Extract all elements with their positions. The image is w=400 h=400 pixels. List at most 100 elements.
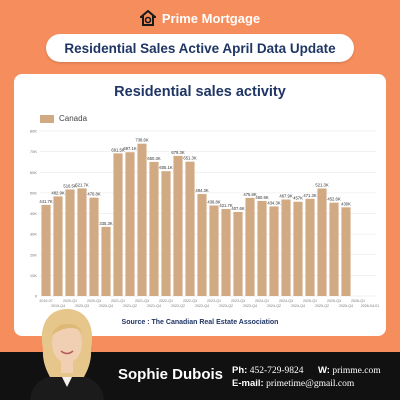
chart-card: Residential sales activity Canada 0 10K 20… xyxy=(14,74,386,336)
data-label: 467.9K xyxy=(279,193,292,198)
agent-web[interactable]: W: primme.com xyxy=(318,365,381,376)
bar xyxy=(65,189,75,296)
x-tick-label: 2022-Q1 xyxy=(159,299,173,303)
chart-legend: Canada xyxy=(40,114,87,123)
data-label: 471.3K xyxy=(303,193,316,198)
brand-header: Prime Mortgage xyxy=(0,10,400,26)
agent-photo xyxy=(26,303,108,400)
y-tick-label: 20K xyxy=(30,252,37,257)
email-value[interactable]: primetime@gmail.com xyxy=(266,379,355,389)
data-label: 475.8K xyxy=(243,192,256,197)
x-tick-label: 2024-Q1 xyxy=(255,299,269,303)
banner-title: Residential Sales Active April Data Upda… xyxy=(64,40,336,56)
y-tick-label: 50K xyxy=(30,190,37,195)
data-label: 605.1K xyxy=(159,165,172,170)
bar xyxy=(245,197,255,296)
title-banner: Residential Sales Active April Data Upda… xyxy=(46,34,354,62)
bar xyxy=(185,161,195,296)
x-tick-label: 2022-Q4 xyxy=(195,304,209,308)
x-tick-label: 2020-Q4 xyxy=(99,304,113,308)
x-tick-label: 2024-Q4 xyxy=(291,304,305,308)
x-tick-label: 2024-Q2 xyxy=(267,304,281,308)
agent-email[interactable]: E-mail: primetime@gmail.com xyxy=(232,378,354,389)
x-tick-label: 2021-Q1 xyxy=(111,299,125,303)
x-tick-label: 2023-Q4 xyxy=(243,304,257,308)
bar xyxy=(53,196,63,296)
bar xyxy=(305,198,315,296)
y-tick-label: 80K xyxy=(30,129,37,134)
data-label: 421.7K xyxy=(219,203,232,208)
y-tick-label: 40K xyxy=(30,211,37,216)
bar xyxy=(221,209,231,296)
data-label: 434.3K xyxy=(267,200,280,205)
y-tick-label: 0 xyxy=(35,294,38,299)
bar xyxy=(125,152,135,296)
bar xyxy=(41,204,51,296)
data-label: 335.3K xyxy=(99,221,112,226)
bar xyxy=(89,197,99,296)
y-tick-label: 60K xyxy=(30,170,37,175)
data-label: 738.6K xyxy=(135,138,148,143)
bar xyxy=(293,201,303,296)
bar xyxy=(209,205,219,296)
web-label: W: xyxy=(318,365,330,376)
legend-swatch xyxy=(40,114,54,123)
x-tick-label: 2025-Q4 xyxy=(339,304,353,308)
bar xyxy=(113,153,123,296)
bar xyxy=(173,155,183,296)
data-label: 457K xyxy=(293,196,303,201)
web-value[interactable]: primme.com xyxy=(332,366,381,376)
x-tick-label: 2021-Q3 xyxy=(135,299,149,303)
x-tick-label: 2023-Q3 xyxy=(231,299,245,303)
bar-chart: 0 10K 20K 30K 40K 50K 60K 70K 80K 441.7K 482.9K 516… xyxy=(30,129,379,309)
x-tick-label: 2025-Q1 xyxy=(303,299,317,303)
bar xyxy=(341,207,351,296)
x-tick-label: 2026-Q1 xyxy=(351,299,365,303)
y-tick-label: 10K xyxy=(30,273,37,278)
data-label: 438.8K xyxy=(207,199,220,204)
chart-source: Source : The Canadian Real Estate Associ… xyxy=(121,319,279,326)
x-tick-label: 2021-Q4 xyxy=(147,304,161,308)
bar xyxy=(281,199,291,296)
data-label: 679.3K xyxy=(171,150,184,155)
bar xyxy=(329,202,339,296)
phone-label: Ph: xyxy=(232,365,248,376)
agent-name: Sophie Dubois xyxy=(118,366,223,383)
x-tick-label: 2022-Q3 xyxy=(183,299,197,303)
x-tick-label: 2025-Q3 xyxy=(327,299,341,303)
x-tick-label: 2020-Q1 xyxy=(63,299,77,303)
data-label: 521.3K xyxy=(315,182,328,187)
agent-portrait-icon xyxy=(30,309,104,400)
data-label: 407.6K xyxy=(231,206,244,211)
bar xyxy=(101,226,111,296)
data-label: 651.3K xyxy=(183,156,196,161)
x-tick-label: 2024-Q3 xyxy=(279,299,293,303)
y-tick-label: 70K xyxy=(30,149,37,154)
x-tick-label: 2023-Q2 xyxy=(219,304,233,308)
email-label: E-mail: xyxy=(232,378,264,389)
x-tick-label: 2021-Q2 xyxy=(123,304,137,308)
data-label: 691.5K xyxy=(111,147,124,152)
bar xyxy=(149,161,159,296)
data-label: 476.8K xyxy=(87,192,100,197)
y-tick-label: 30K xyxy=(30,232,37,237)
data-label: 482.9K xyxy=(51,190,64,195)
x-tick-label: 2023-Q1 xyxy=(207,299,221,303)
x-tick-label: 2020-Q3 xyxy=(75,304,89,308)
x-tick-label: 2022-Q2 xyxy=(171,304,185,308)
phone-value: 452-729-9824 xyxy=(249,366,304,376)
x-tick-label: 2026-04-01 xyxy=(361,304,379,308)
data-label: 430K xyxy=(341,201,351,206)
x-tick-label: 2025-Q2 xyxy=(315,304,329,308)
x-tick-label: 2019-07 xyxy=(39,299,52,303)
chart-title: Residential sales activity xyxy=(114,84,286,100)
data-label: 516.5K xyxy=(63,183,76,188)
bar xyxy=(257,200,267,296)
data-label: 697.1K xyxy=(123,146,136,151)
x-tick-label: 2020-Q3 xyxy=(87,299,101,303)
x-tick-label: 2019-Q4 xyxy=(51,304,65,308)
data-label: 441.7K xyxy=(39,199,52,204)
data-label: 521.7K xyxy=(75,182,88,187)
bar xyxy=(317,188,327,296)
data-label: 494.3K xyxy=(195,188,208,193)
